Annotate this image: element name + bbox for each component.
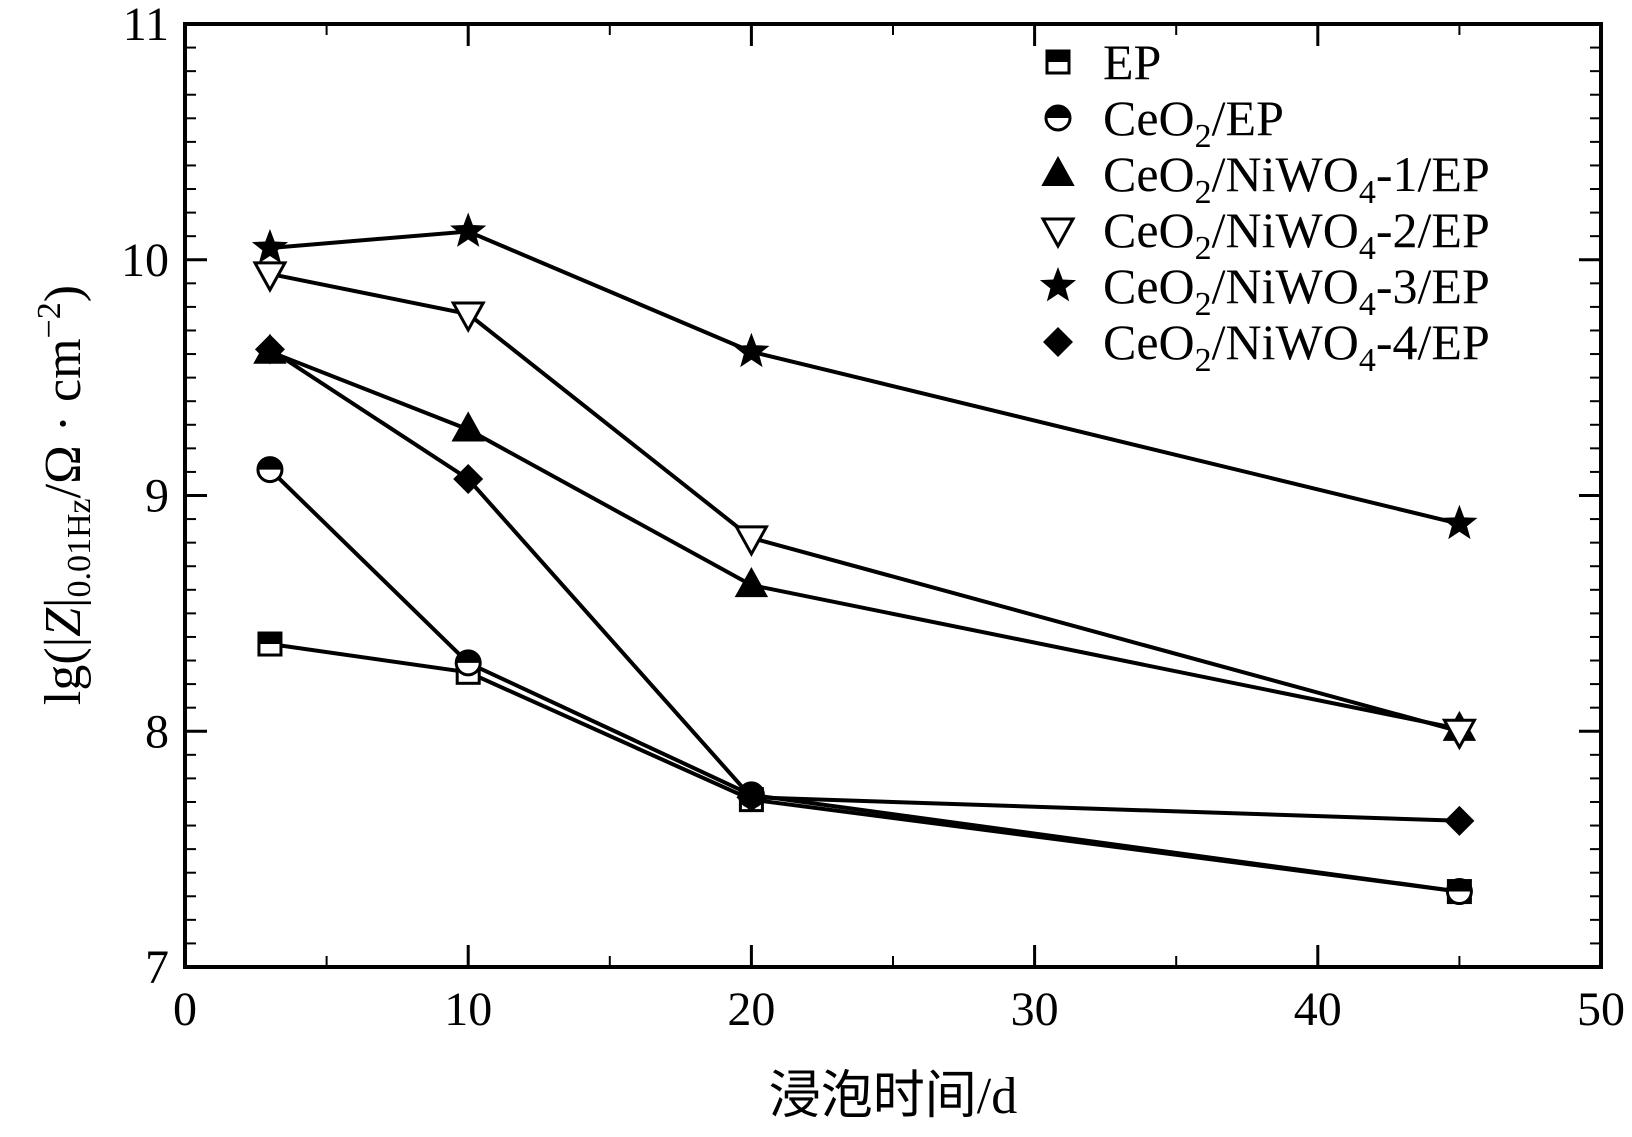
axis-ticks: [183, 22, 1603, 969]
data-point: [454, 649, 482, 677]
x-tick-label: 50: [1577, 983, 1625, 1036]
data-point: [1441, 718, 1477, 751]
data-point: [450, 301, 486, 334]
data-point: [733, 332, 770, 368]
y-axis-title: lg(|Z|0.01Hz/Ω · cm−2): [31, 285, 98, 705]
x-axis-title: 浸泡时间/d: [769, 1068, 1017, 1125]
y-title-close: ): [35, 285, 92, 302]
x-tick-label: 0: [173, 983, 197, 1036]
legend: EPCeO2/EPCeO2/NiWO4-1/EPCeO2/NiWO4-2/EPC…: [1039, 34, 1490, 379]
series-lines: [268, 229, 1460, 894]
data-point: [252, 261, 288, 293]
series-markers: [251, 212, 1478, 906]
series-line-5: [269, 229, 1460, 526]
x-tick-label: 10: [444, 983, 492, 1036]
series-line-4: [269, 271, 1460, 734]
legend-marker: [1040, 217, 1076, 250]
y-title-unit: /Ω · cm: [35, 338, 92, 498]
legend-entry: CeO2/NiWO4-4/EP: [1103, 314, 1490, 379]
y-title-prefix: lg(|: [35, 637, 92, 705]
y-title-z: Z: [35, 607, 92, 637]
data-point: [736, 782, 767, 813]
y-tick-label: 8: [145, 705, 169, 758]
data-point: [1441, 504, 1478, 540]
data-point: [256, 456, 284, 484]
data-point: [257, 631, 283, 657]
y-tick-label: 10: [121, 234, 169, 287]
legend-entry: EP: [1103, 34, 1161, 90]
x-tick-label: 40: [1294, 983, 1342, 1036]
legend-marker: [1041, 155, 1075, 186]
series-line-1: [269, 642, 1460, 894]
y-tick-label: 9: [145, 470, 169, 523]
y-tick-label: 11: [123, 0, 169, 51]
tick-labels: 7 8 9 10 11 0 10 20 30 40 50: [121, 0, 1625, 1036]
legend-entry: CeO2/NiWO4-3/EP: [1103, 258, 1490, 323]
y-title-bar: |: [35, 598, 92, 608]
data-point: [1444, 805, 1475, 836]
x-tick-label: 30: [1011, 983, 1059, 1036]
legend-entry: CeO2/NiWO4-1/EP: [1103, 146, 1490, 211]
y-title-sub: 0.01Hz: [61, 498, 98, 597]
legend-entry: CeO2/NiWO4-2/EP: [1103, 202, 1490, 267]
data-point: [1445, 878, 1473, 906]
data-point: [254, 334, 285, 365]
y-title-sup: −2: [31, 302, 68, 338]
series-line-2: [268, 468, 1460, 894]
data-point: [451, 411, 485, 442]
y-tick-label: 7: [145, 941, 169, 994]
data-point: [733, 525, 769, 558]
x-tick-label: 20: [727, 983, 775, 1036]
series-line-6: [268, 347, 1460, 823]
legend-entry: CeO2/EP: [1103, 90, 1284, 155]
legend-marker: [1045, 49, 1071, 75]
data-point: [450, 212, 487, 247]
legend-marker: [1043, 327, 1073, 357]
data-point: [453, 463, 484, 494]
data-point: [734, 567, 769, 598]
legend-marker: [1044, 104, 1072, 132]
data-point: [251, 228, 289, 264]
legend-marker: [1039, 267, 1077, 302]
series-line-3: [269, 349, 1460, 731]
